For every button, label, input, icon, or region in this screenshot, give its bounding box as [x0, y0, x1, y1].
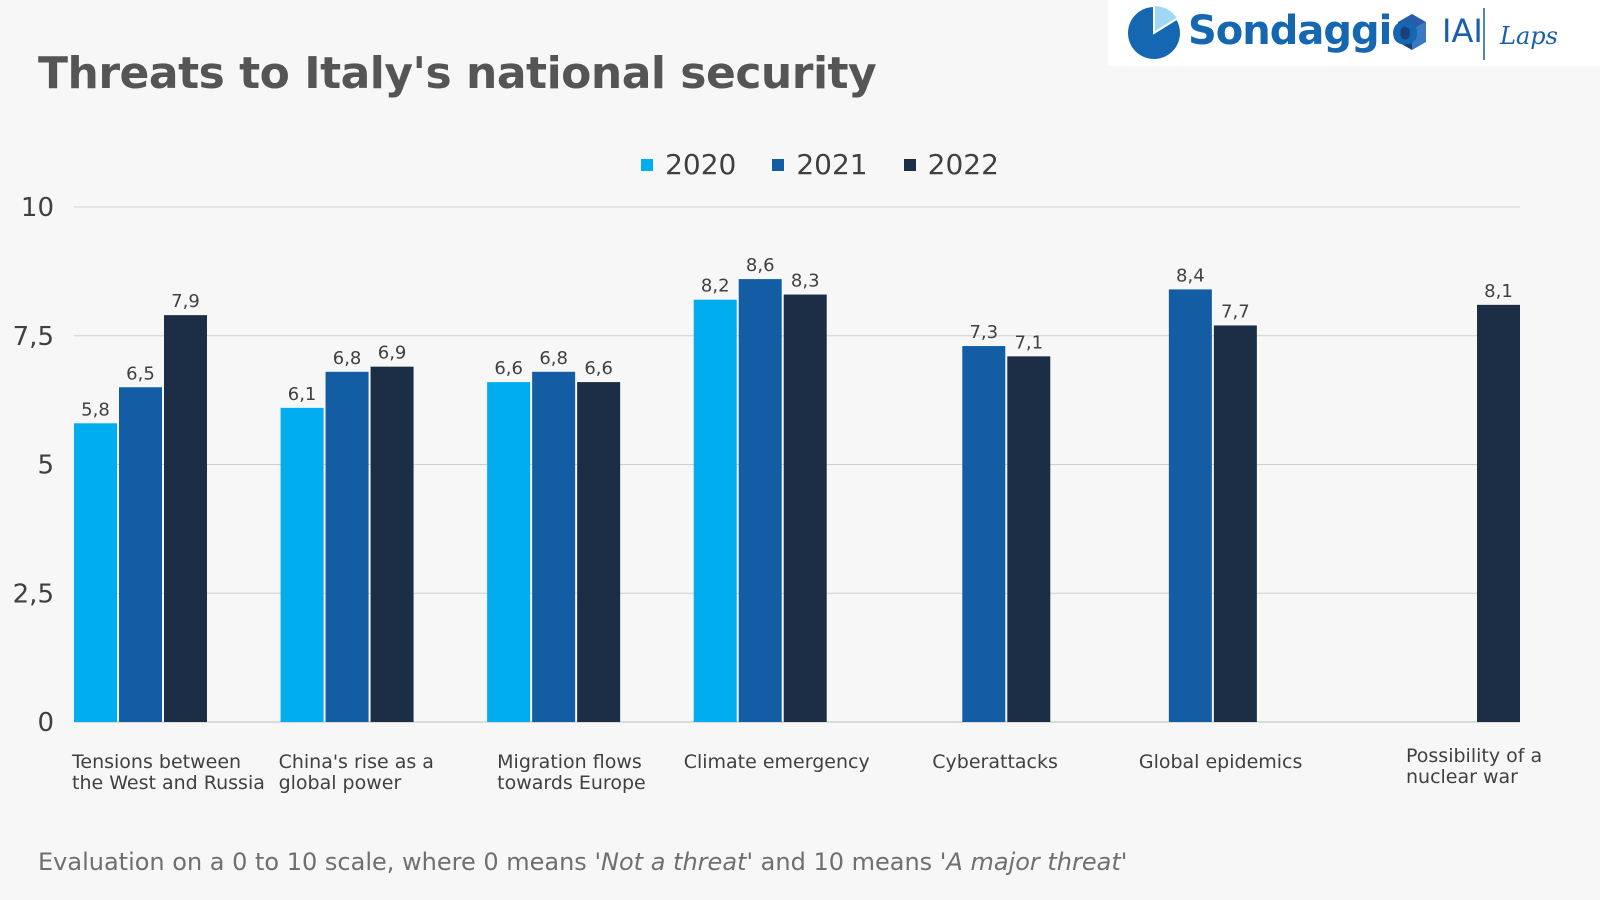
data-label: 6,6 — [494, 358, 523, 379]
data-label: 7,9 — [171, 291, 200, 312]
data-label: 8,1 — [1484, 281, 1513, 302]
bar-2022 — [1477, 304, 1520, 722]
data-label: 6,1 — [288, 384, 317, 405]
chart-legend: 2020 2021 2022 — [0, 148, 1600, 181]
footnote-mid: ' and 10 means ' — [746, 848, 947, 876]
bar-2021 — [962, 346, 1006, 722]
x-tick-label: Cyberattacks — [932, 751, 1058, 773]
legend-label-2021: 2021 — [796, 148, 868, 181]
data-label: 6,5 — [126, 363, 155, 384]
logo-sondaggio-text: Sondaggio — [1188, 8, 1419, 54]
bar-2021 — [532, 371, 576, 722]
legend-label-2022: 2022 — [927, 148, 999, 181]
bar-2022 — [783, 294, 827, 722]
bar-2021 — [1168, 289, 1212, 722]
legend-swatch-2020 — [641, 158, 654, 171]
logo-laps-text: Laps — [1500, 22, 1558, 50]
y-tick-label: 5 — [37, 451, 54, 481]
legend-item-2020: 2020 — [641, 148, 736, 181]
data-label: 8,2 — [701, 276, 730, 297]
bar-2020 — [74, 423, 117, 722]
bar-2021 — [325, 371, 369, 722]
x-tick-label: China's rise as a global power — [278, 751, 434, 794]
legend-swatch-2021 — [772, 158, 785, 171]
logo-banner: Sondaggio IAI Laps — [1108, 0, 1600, 66]
bar-2022 — [1007, 356, 1051, 722]
chart-title: Threats to Italy's national security — [38, 48, 877, 99]
footnote-suffix: ' — [1120, 848, 1128, 876]
data-label: 6,8 — [333, 348, 362, 369]
legend-swatch-2022 — [903, 158, 916, 171]
bar-2021 — [738, 279, 782, 722]
bar-2022 — [1213, 325, 1257, 722]
data-label: 6,9 — [378, 343, 407, 364]
data-label: 8,4 — [1176, 265, 1205, 286]
bar-2020 — [693, 299, 737, 722]
data-label: 7,3 — [969, 322, 998, 343]
y-tick-label: 0 — [37, 708, 54, 738]
bar-2020 — [280, 407, 324, 722]
footnote-prefix: Evaluation on a 0 to 10 scale, where 0 m… — [38, 848, 602, 876]
y-tick-label: 10 — [21, 193, 54, 223]
bar-2022 — [577, 382, 621, 722]
bar-2020 — [487, 382, 531, 722]
sondaggio-logo-icon — [1128, 3, 1485, 60]
x-tick-label: Migration flows towards Europe — [497, 751, 646, 794]
bar-chart: 0 2,5 5 7,5 10 5,8 6,5 7,9 6,1 6,8 6,9 6,6 6,8 6,6 8,2… — [13, 193, 1520, 738]
legend-item-2021: 2021 — [772, 148, 868, 181]
logo-iai-text: IAI — [1442, 12, 1483, 50]
footnote-em1: Not a threat — [601, 848, 747, 876]
data-label: 8,6 — [746, 255, 775, 276]
data-label: 7,1 — [1014, 332, 1043, 353]
legend-item-2022: 2022 — [903, 148, 999, 181]
data-label: 6,6 — [584, 358, 613, 379]
bar-2021 — [119, 387, 162, 722]
data-label: 6,8 — [539, 348, 568, 369]
x-tick-label: Tensions between the West and Russia — [72, 751, 265, 794]
data-label: 7,7 — [1221, 301, 1250, 322]
y-tick-label: 7,5 — [13, 322, 54, 352]
x-tick-label: Global epidemics — [1138, 751, 1303, 773]
data-label: 5,8 — [81, 399, 110, 420]
x-tick-label: Climate emergency — [683, 751, 870, 773]
bar-2022 — [370, 366, 414, 722]
legend-label-2020: 2020 — [665, 148, 737, 181]
footnote-em2: A major threat — [946, 848, 1121, 876]
bar-2022 — [164, 315, 207, 722]
footnote: Evaluation on a 0 to 10 scale, where 0 m… — [38, 848, 1127, 876]
data-label: 8,3 — [791, 271, 820, 292]
x-tick-label: Possibility of a nuclear war — [1406, 745, 1543, 788]
y-tick-label: 2,5 — [13, 579, 54, 609]
